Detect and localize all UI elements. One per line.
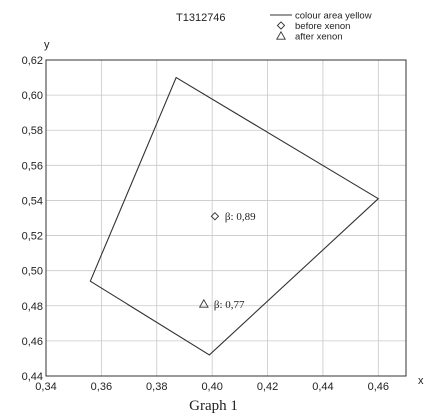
- triangle-point: [198, 298, 209, 308]
- x-tick-label: 0,46: [368, 381, 389, 393]
- y-tick-label: 0,44: [22, 371, 43, 383]
- plot-frame: [45, 59, 407, 377]
- y-tick-label: 0,52: [22, 231, 43, 243]
- x-tick-label: 0,40: [201, 381, 222, 393]
- legend-swatch: [276, 30, 286, 40]
- y-tick-label: 0,48: [22, 301, 43, 313]
- y-tick-label: 0,56: [22, 160, 43, 172]
- x-tick-label: 0,44: [312, 381, 333, 393]
- legend-swatch: [276, 21, 286, 30]
- colour-area-polygon: [89, 76, 380, 356]
- x-axis-label: x: [418, 375, 424, 387]
- y-tick-label: 0,54: [22, 195, 43, 207]
- y-axis-label: y: [44, 39, 50, 51]
- y-tick-label: 0,62: [22, 55, 43, 67]
- point-annotation: β: 0,89: [225, 211, 256, 223]
- chromaticity-chart: 0,44 0,46 0,48 0,50 0,52 0,54 0,56 0,58 0,60 0,62…: [22, 11, 424, 394]
- y-tick-label: 0,58: [22, 125, 43, 137]
- legend-entry: after xenon: [295, 32, 343, 43]
- graph-caption: Graph 1: [189, 398, 238, 414]
- x-tick-label: 0,36: [91, 381, 112, 393]
- legend-entry: colour area yellow: [295, 11, 372, 22]
- tick-labels: 0,44 0,46 0,48 0,50 0,52 0,54 0,56 0,58 0,60 0,62…: [22, 55, 389, 393]
- point-annotation: β: 0,77: [214, 299, 245, 311]
- data-marks: β: 0,89 β: 0,77: [89, 76, 380, 356]
- chart-id-label: T1312746: [176, 12, 226, 24]
- x-tick-label: 0,34: [35, 381, 56, 393]
- legend-entry: before xenon: [295, 21, 350, 32]
- x-tick-label: 0,42: [257, 381, 278, 393]
- y-tick-label: 0,46: [22, 336, 43, 348]
- y-tick-label: 0,50: [22, 266, 43, 278]
- y-tick-label: 0,60: [22, 90, 43, 102]
- diamond-point: [210, 212, 220, 221]
- x-tick-label: 0,38: [146, 381, 167, 393]
